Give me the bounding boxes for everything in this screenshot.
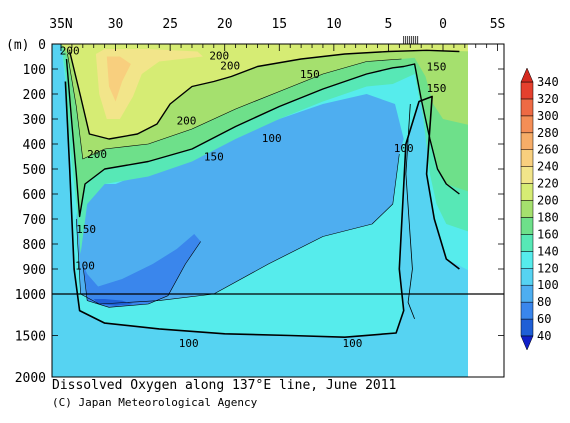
axis-and-contour-labels: 35N 30 25 20 15 10 5 0 5S (m) 0 100 200 300 400 500 600 7… — [6, 17, 505, 386]
contour-label: 200 — [87, 148, 107, 161]
y-unit-label: (m) — [6, 38, 29, 53]
oxygen-band-100 — [52, 44, 476, 377]
x-tick-label: 35N — [49, 17, 72, 32]
x-tick-label: 10 — [326, 17, 342, 32]
colorbar-label: 80 — [537, 295, 551, 309]
colorbar-label: 60 — [537, 312, 551, 326]
y-tick-label: 2000 — [15, 371, 46, 386]
x-tick-label: 20 — [217, 17, 233, 32]
colorbar-label: 340 — [537, 75, 559, 89]
plot-frame — [51, 43, 505, 378]
contour-150 — [65, 58, 460, 218]
contour-label: 200 — [60, 44, 80, 57]
colorbar-segment — [520, 183, 534, 201]
colorbar: 40 60 80 100 120 140 160 180 200 220 240 260 280 300 3… — [520, 67, 559, 351]
contour-label: 150 — [300, 68, 320, 81]
contour-label: 200 — [209, 49, 229, 62]
colorbar-label: 260 — [537, 143, 559, 157]
contour-60 — [82, 241, 201, 308]
oxygen-color-bands — [52, 44, 476, 377]
oxygen-band-200 — [61, 44, 476, 139]
colorbar-segment — [520, 115, 534, 134]
colorbar-min-arrow — [520, 335, 534, 351]
oxygen-band-240 — [106, 56, 131, 102]
x-tick-label: 15 — [271, 17, 287, 32]
colorbar-segment — [520, 301, 534, 320]
y-tick-label: 100 — [23, 63, 46, 78]
contour-100 — [64, 81, 460, 338]
colorbar-label: 140 — [537, 244, 559, 258]
colorbar-segment — [520, 284, 534, 303]
y-tick-label: 800 — [23, 238, 46, 253]
y-tick-label: 1500 — [15, 330, 46, 345]
y-tick-label: 1000 — [15, 288, 46, 303]
x-tick-label: 0 — [439, 17, 447, 32]
colorbar-label: 40 — [537, 329, 551, 343]
contour-label: 100 — [342, 337, 362, 350]
colorbar-segment — [520, 149, 534, 167]
y-tick-label: 0 — [38, 38, 46, 53]
no-data-region — [468, 44, 504, 377]
chart-title: Dissolved Oxygen along 137°E line, June … — [52, 378, 397, 393]
colorbar-segment — [520, 81, 534, 100]
chart-credit: (C) Japan Meteorological Agency — [52, 396, 258, 409]
colorbar-max-arrow — [520, 67, 534, 83]
colorbar-segment — [520, 217, 534, 235]
colorbar-label: 280 — [537, 126, 559, 140]
contour-200 — [69, 49, 460, 140]
colorbar-label: 180 — [537, 210, 559, 224]
colorbar-label: 320 — [537, 92, 559, 106]
colorbar-label: 220 — [537, 177, 559, 191]
contour-180 — [67, 53, 402, 160]
y-tick-label: 500 — [23, 163, 46, 178]
contour-label: 150 — [76, 223, 96, 236]
colorbar-segment — [520, 132, 534, 150]
oxygen-band-80 — [76, 94, 404, 304]
contour-equator-front — [405, 103, 415, 320]
y-tick-label: 200 — [23, 88, 46, 103]
oxygen-contour-lines — [64, 49, 460, 338]
colorbar-label: 160 — [537, 227, 559, 241]
y-tick-label: 300 — [23, 113, 46, 128]
contour-label: 150 — [427, 61, 447, 74]
colorbar-segment — [520, 268, 534, 286]
y-tick-label: 600 — [23, 188, 46, 203]
contour-label: 100 — [75, 259, 95, 272]
x-tick-label: 25 — [162, 17, 178, 32]
colorbar-segment — [520, 166, 534, 184]
contour-label: 150 — [204, 151, 224, 164]
y-tick-label: 900 — [23, 263, 46, 278]
contour-label: 200 — [177, 114, 197, 127]
colorbar-label: 120 — [537, 261, 559, 275]
contour-label: 100 — [179, 337, 199, 350]
x-tick-label: 30 — [108, 17, 124, 32]
axis-ticks — [52, 36, 504, 378]
contour-80 — [76, 153, 400, 305]
colorbar-segment — [520, 234, 534, 252]
contour-label: 100 — [262, 132, 282, 145]
y-tick-label: 400 — [23, 138, 46, 153]
colorbar-label: 300 — [537, 109, 559, 123]
oxygen-band-60 — [82, 234, 201, 308]
x-tick-label: 5 — [385, 17, 393, 32]
colorbar-label: 100 — [537, 278, 559, 292]
colorbar-segment — [520, 251, 534, 269]
contour-label: 100 — [394, 142, 414, 155]
x-tick-label: 5S — [490, 17, 506, 32]
colorbar-segment — [520, 98, 534, 117]
colorbar-label: 200 — [537, 194, 559, 208]
colorbar-segment — [520, 200, 534, 218]
contour-label: 200 — [220, 59, 240, 72]
colorbar-label: 240 — [537, 160, 559, 174]
colorbar-segment — [520, 318, 534, 337]
y-tick-label: 700 — [23, 213, 46, 228]
contour-label: 150 — [427, 82, 447, 95]
